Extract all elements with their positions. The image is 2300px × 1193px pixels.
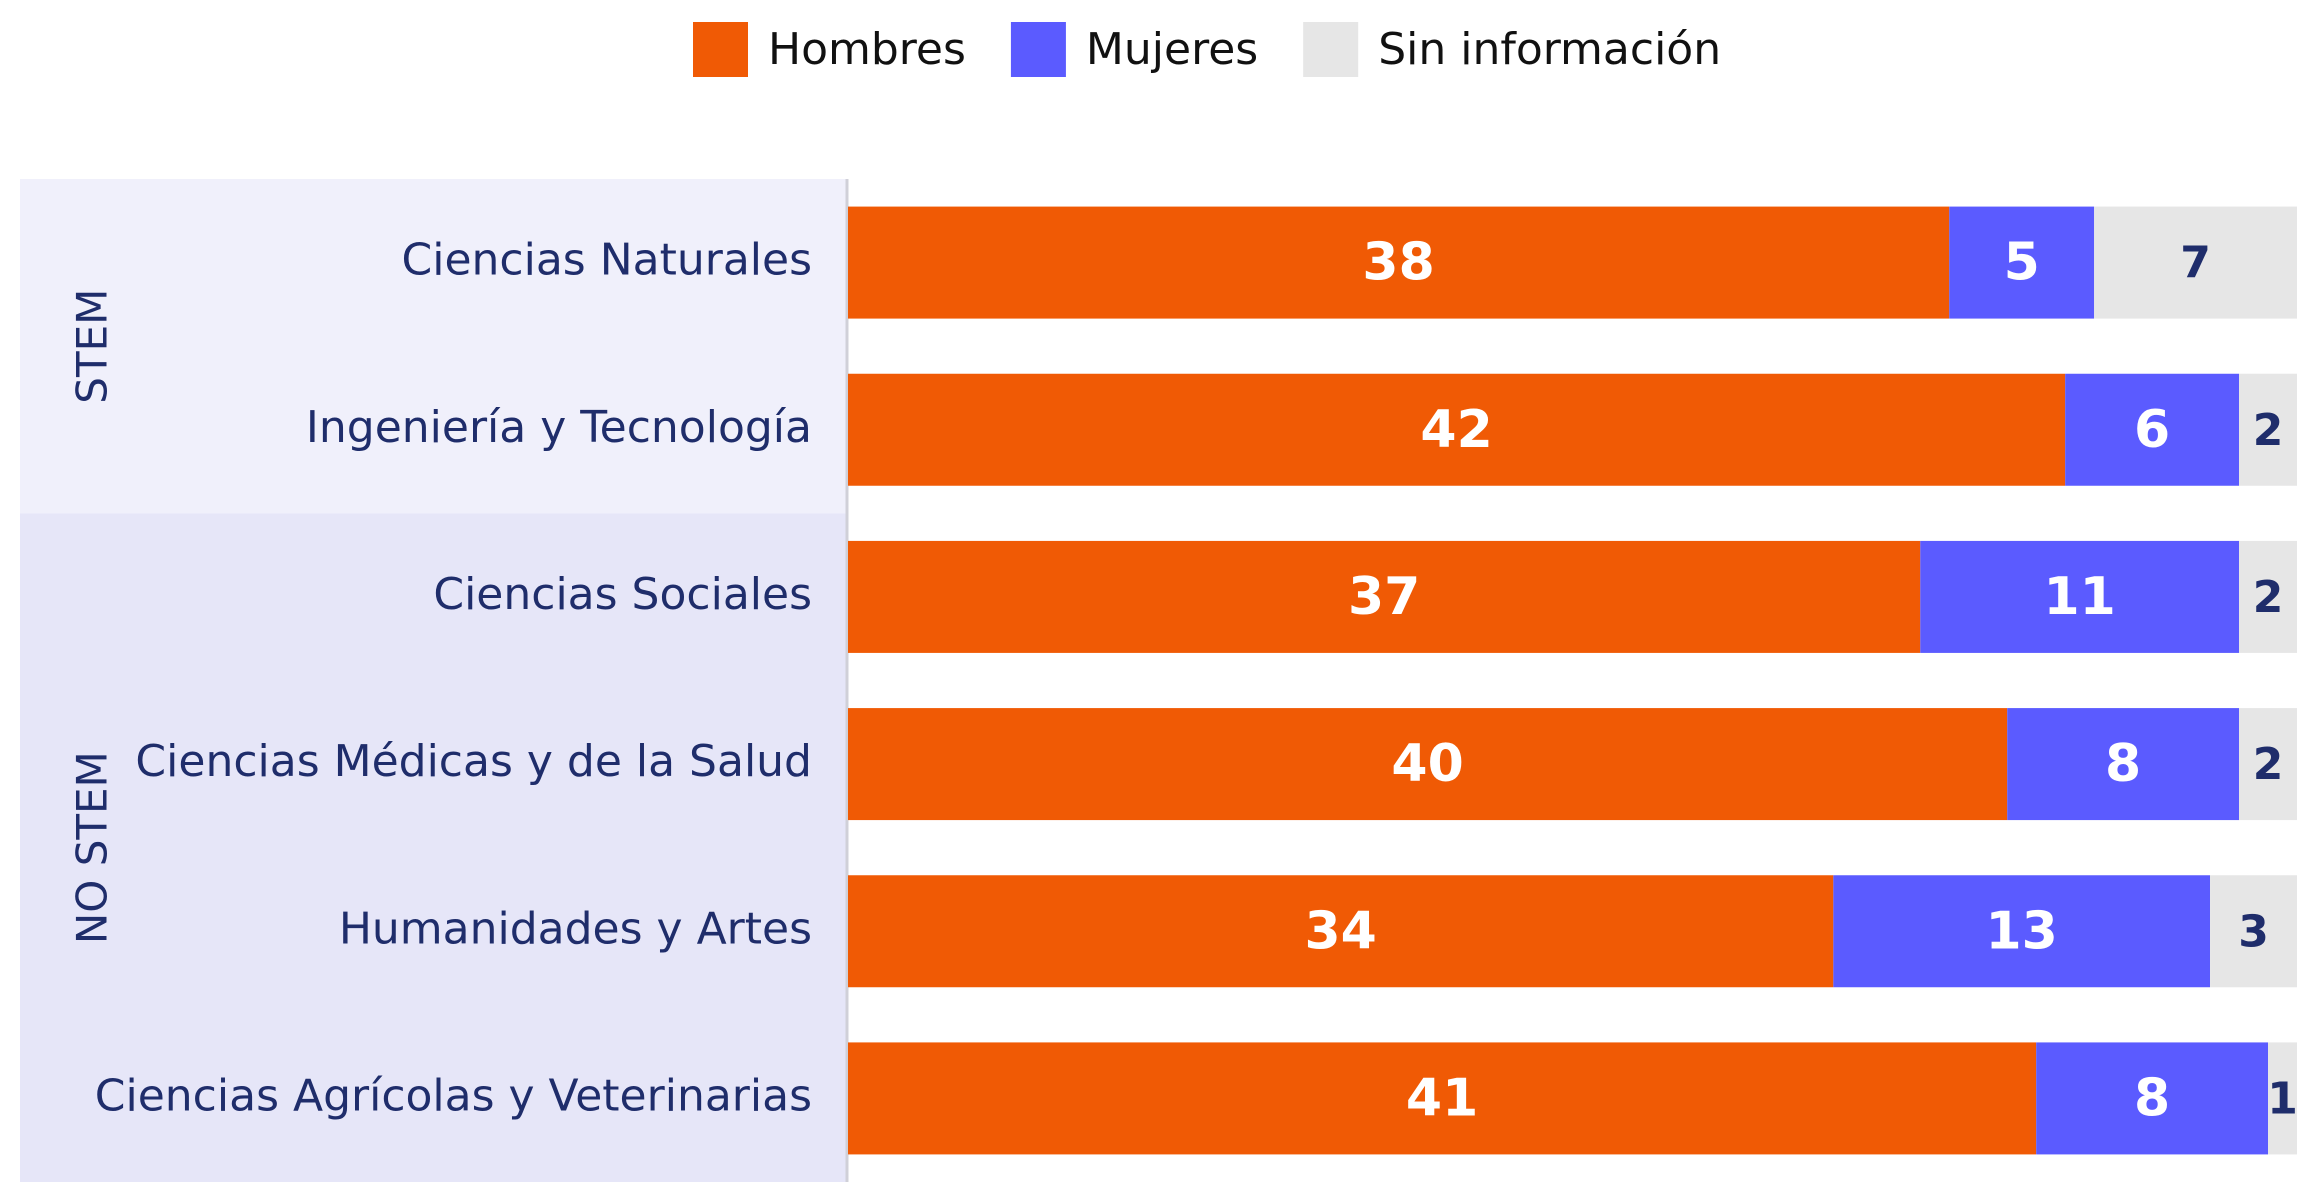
bar-segment [2007, 708, 2240, 821]
value-label: 13 [1986, 901, 2058, 961]
value-label: 38 [1362, 233, 1434, 293]
legend-label: Sin información [1378, 24, 1721, 75]
legend-label: Hombres [768, 24, 966, 75]
bar-segment [848, 206, 1950, 319]
bar-segment [2036, 1042, 2269, 1155]
value-label: 1 [2267, 1073, 2298, 1124]
category-label: Ciencias Médicas y de la Salud [135, 736, 812, 787]
value-label: 2 [2253, 739, 2284, 790]
bar-segment [848, 875, 1834, 988]
group-label: STEM [68, 289, 117, 404]
bar-segment [2239, 540, 2297, 653]
bar-segment [848, 1042, 2037, 1155]
value-label: 3 [2238, 906, 2269, 957]
value-label: 37 [1348, 567, 1420, 627]
bar-segment [1833, 875, 2211, 988]
value-label: 41 [1406, 1068, 1478, 1128]
legend-swatch [693, 22, 748, 77]
value-label: 7 [2180, 238, 2211, 289]
bar-segment [2239, 708, 2297, 821]
bar-segment [2210, 875, 2297, 988]
value-label: 8 [2105, 734, 2141, 794]
bar-segment [2239, 373, 2297, 486]
category-label: Ciencias Sociales [433, 569, 812, 620]
bar-segment [848, 373, 2066, 486]
category-label: Ciencias Agrícolas y Veterinarias [95, 1070, 812, 1121]
legend-swatch [1010, 22, 1066, 77]
value-label: 8 [2134, 1068, 2170, 1128]
value-label: 34 [1304, 901, 1376, 961]
bar-segment [2268, 1042, 2297, 1155]
value-label: 40 [1391, 734, 1463, 794]
group-panel [20, 179, 846, 514]
value-label: 11 [2043, 567, 2115, 627]
bar-segment [848, 540, 1921, 653]
bar-segment [1949, 206, 2095, 319]
bar-segment [848, 708, 2008, 821]
category-label: Ingeniería y Tecnología [306, 402, 812, 453]
bar-segment [2094, 206, 2297, 319]
legend-swatch [1303, 22, 1359, 77]
value-label: 42 [1420, 400, 1492, 460]
category-label: Ciencias Naturales [402, 235, 812, 286]
bar-segment [2065, 373, 2240, 486]
value-label: 6 [2134, 400, 2170, 460]
value-label: 2 [2253, 405, 2284, 456]
legend-label: Mujeres [1086, 24, 1258, 75]
group-label: NO STEM [68, 751, 117, 944]
bar-segment [1920, 540, 2240, 653]
value-label: 2 [2253, 572, 2284, 623]
value-label: 5 [2004, 233, 2040, 293]
category-label: Humanidades y Artes [339, 903, 812, 954]
group-panel [20, 513, 846, 1182]
